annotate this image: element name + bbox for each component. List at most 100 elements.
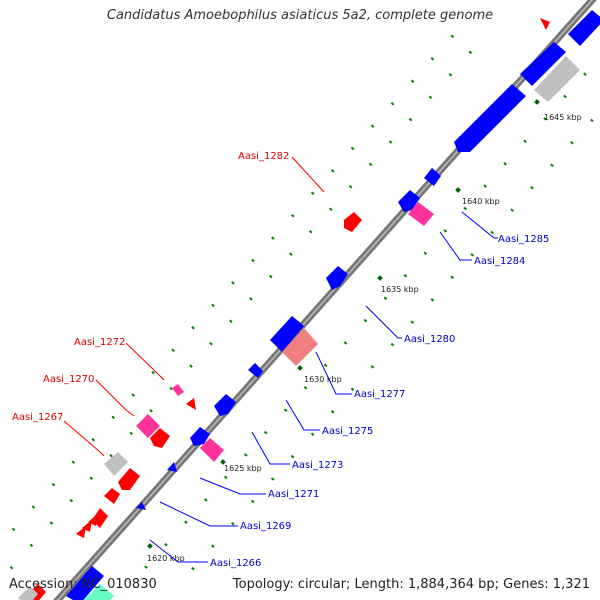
gene-rna[interactable] bbox=[200, 438, 224, 462]
leader-line bbox=[315, 351, 352, 395]
gene-forward[interactable] bbox=[326, 266, 348, 290]
guide-dot bbox=[470, 253, 474, 257]
leader-line bbox=[63, 420, 105, 457]
guide-dot bbox=[410, 79, 415, 83]
gene-label-aasi-1269[interactable]: Aasi_1269 bbox=[240, 521, 291, 532]
tick-label-1625: 1625 kbp bbox=[224, 464, 262, 473]
guide-dot bbox=[231, 522, 235, 526]
gene-forward[interactable] bbox=[84, 584, 114, 600]
guide-dot bbox=[430, 57, 435, 61]
guide-dot bbox=[151, 370, 155, 375]
gene-reverse[interactable] bbox=[186, 398, 196, 410]
guide-dot bbox=[9, 566, 14, 570]
tick-label-1640: 1640 kbp bbox=[462, 197, 500, 206]
guide-dot bbox=[388, 140, 393, 144]
leader-line bbox=[125, 342, 165, 381]
gene-forward[interactable] bbox=[66, 566, 104, 600]
leader-line bbox=[159, 501, 238, 527]
gene-reverse[interactable] bbox=[82, 520, 92, 532]
gene-forward[interactable] bbox=[270, 316, 304, 352]
gene-label-aasi-1267[interactable]: Aasi_1267 bbox=[12, 412, 63, 423]
guide-dot bbox=[270, 477, 275, 481]
guide-dot bbox=[410, 320, 415, 324]
leader-line bbox=[439, 231, 472, 261]
gene-forward[interactable] bbox=[248, 363, 263, 378]
guide-dot bbox=[430, 297, 435, 302]
topology-text: Topology: circular; Length: 1,884,364 bp… bbox=[232, 577, 590, 592]
gene-label-aasi-1285[interactable]: Aasi_1285 bbox=[498, 234, 549, 245]
gene-label-aasi-1271[interactable]: Aasi_1271 bbox=[268, 489, 319, 500]
gene-reverse[interactable] bbox=[118, 468, 140, 490]
guide-dot bbox=[328, 207, 333, 212]
gene-pseudo[interactable] bbox=[104, 452, 128, 476]
guide-dot bbox=[490, 230, 494, 235]
gene-forward[interactable] bbox=[136, 502, 146, 510]
gene-pseudo[interactable] bbox=[18, 586, 38, 600]
gene-forward[interactable] bbox=[167, 462, 177, 472]
guide-dot bbox=[211, 544, 215, 548]
guide-dot bbox=[224, 475, 228, 480]
gene-pseudo[interactable] bbox=[534, 56, 580, 102]
leader-line bbox=[291, 156, 325, 193]
gene-rna[interactable] bbox=[172, 384, 184, 396]
gene-reverse[interactable] bbox=[540, 18, 550, 30]
gene-reverse[interactable] bbox=[344, 212, 362, 232]
guide-dot bbox=[590, 118, 594, 123]
guide-dot bbox=[89, 476, 94, 480]
leader-lines bbox=[63, 156, 498, 563]
guide-dot bbox=[289, 252, 293, 256]
guide-dot bbox=[423, 251, 428, 256]
guide-dot bbox=[368, 162, 373, 167]
gene-reverse[interactable] bbox=[88, 514, 98, 526]
guide-dot bbox=[503, 161, 507, 166]
guide-dot bbox=[11, 527, 16, 532]
gene-label-aasi-1270[interactable]: Aasi_1270 bbox=[43, 374, 94, 385]
gene-forward[interactable] bbox=[190, 427, 210, 446]
gene-forward[interactable] bbox=[214, 394, 236, 416]
guide-dot bbox=[251, 258, 255, 263]
guide-dot bbox=[71, 460, 76, 464]
guide-dot bbox=[263, 430, 268, 435]
gene-label-aasi-1280[interactable]: Aasi_1280 bbox=[404, 334, 455, 345]
guide-dot bbox=[550, 163, 554, 167]
guide-dot bbox=[109, 454, 113, 458]
leader-line bbox=[95, 379, 135, 417]
guide-dot bbox=[249, 297, 253, 301]
gene-label-aasi-1277[interactable]: Aasi_1277 bbox=[354, 389, 405, 400]
guide-dot bbox=[330, 169, 335, 173]
gene-forward[interactable] bbox=[520, 42, 566, 86]
gene-forward[interactable] bbox=[454, 84, 526, 152]
gene-reverse[interactable] bbox=[76, 526, 86, 538]
guide-dot bbox=[370, 365, 375, 369]
gene-forward[interactable] bbox=[568, 10, 600, 46]
guide-dot bbox=[350, 387, 355, 392]
gene-label-aasi-1275[interactable]: Aasi_1275 bbox=[322, 426, 373, 437]
tick-label-1630: 1630 kbp bbox=[304, 375, 342, 384]
guide-dot bbox=[510, 208, 514, 212]
guide-dot bbox=[390, 342, 395, 347]
guide-dot bbox=[69, 498, 74, 503]
gene-label-aasi-1266[interactable]: Aasi_1266 bbox=[210, 558, 261, 569]
guide-dot bbox=[49, 521, 54, 525]
accession-text: Accession: NC_010830 bbox=[9, 577, 157, 592]
gene-forward[interactable] bbox=[424, 168, 441, 186]
gene-forward[interactable] bbox=[398, 190, 420, 212]
guide-dot bbox=[463, 206, 467, 211]
leader-line bbox=[251, 431, 290, 465]
guide-dot bbox=[191, 326, 195, 330]
guide-dot bbox=[330, 410, 335, 414]
gene-label-aasi-1282[interactable]: Aasi_1282 bbox=[238, 151, 289, 162]
gene-other[interactable] bbox=[282, 328, 318, 366]
tick-mark bbox=[377, 275, 383, 281]
gene-reverse[interactable] bbox=[150, 428, 170, 448]
gene-rna[interactable] bbox=[136, 414, 160, 438]
guide-dot bbox=[209, 341, 213, 346]
gene-label-aasi-1272[interactable]: Aasi_1272 bbox=[74, 337, 125, 348]
gene-label-aasi-1273[interactable]: Aasi_1273 bbox=[292, 460, 343, 471]
guide-dot bbox=[450, 275, 454, 280]
guide-dot bbox=[291, 213, 295, 218]
gene-reverse[interactable] bbox=[104, 488, 120, 504]
guide-dot bbox=[290, 454, 295, 459]
gene-rna[interactable] bbox=[408, 202, 434, 226]
gene-label-aasi-1284[interactable]: Aasi_1284 bbox=[474, 256, 525, 267]
